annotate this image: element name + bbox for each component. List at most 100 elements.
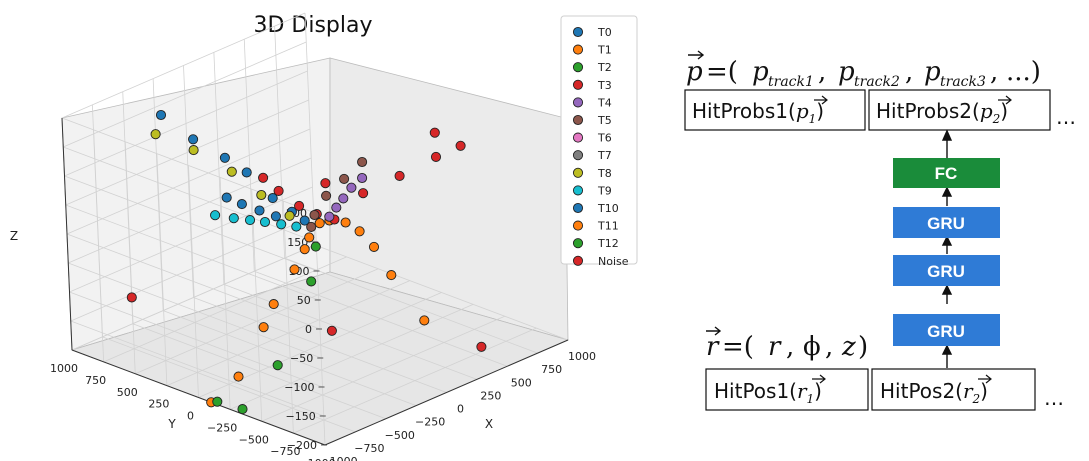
grid-line [183,65,194,298]
point-t1 [354,226,365,237]
svg-text:...): ...) [1006,57,1041,87]
grid-line [122,91,134,324]
point-t1 [419,315,430,326]
svg-text:track1: track1 [768,74,814,90]
point-t0 [267,193,278,204]
vector-arrow-icon [998,95,1012,105]
x-tick-label: −500 [385,429,415,442]
z-axis-line [61,117,73,351]
legend-marker [572,238,584,249]
gru-label: GRU [927,214,965,233]
grid-line [304,12,316,246]
legend-marker [572,150,584,161]
x-tick-label: 0 [457,403,464,416]
x-tick-label: −1000 [320,455,357,461]
point-noise [455,140,466,151]
legend-label: T5 [597,114,612,127]
point-t1 [314,218,325,229]
point-t5 [339,173,350,184]
legend-marker [572,62,584,73]
point-t12 [212,396,223,407]
grid-line [68,262,322,359]
x-axis-label: X [485,417,493,431]
point-t11 [304,232,315,243]
point-t10 [236,199,247,210]
hitpos-row: HitPos1(r1) HitPos2(r2) … [705,368,1064,411]
point-t4 [338,193,349,204]
grid-line [65,204,319,301]
point-t2 [272,360,283,371]
grid-line [243,39,255,272]
point-t5 [306,221,317,232]
svg-text:=(: =( [706,57,738,87]
point-t10 [221,192,232,203]
chart-3d: 3D Display 200150100500−50−100−150−200 1… [10,12,638,461]
legend-marker [572,44,584,55]
point-t3 [258,172,269,183]
legend-label: T0 [597,26,612,39]
gru-box [893,255,1000,286]
gru-block-2: GRU [893,255,1000,286]
legend-label: Noise [598,255,629,268]
legend-label: T1 [597,44,612,57]
chart-title: 3D Display [253,13,372,38]
point-t0 [188,134,199,145]
svg-text:track2: track2 [854,74,900,90]
point-t8 [256,189,267,201]
legend-label: T7 [597,149,612,162]
svg-text:z: z [841,332,856,362]
grid-line [166,280,411,386]
p-equation: p =( p track1 , p track2 , p track3 , ..… [686,50,1041,90]
legend-box [560,15,638,265]
legend-label: T4 [597,96,612,109]
point-t11 [258,322,269,333]
legend-marker [572,26,584,38]
legend-marker [572,220,584,231]
point-t9 [244,215,256,226]
r-symbol: r [706,332,720,362]
point-t11 [299,244,310,255]
svg-text:track3: track3 [940,74,986,90]
point-t5 [321,190,332,201]
svg-text:=(: =( [722,332,754,362]
point-t0 [155,109,167,121]
point-t3 [294,200,305,211]
legend-label: T8 [597,167,612,180]
grid-line [66,233,321,330]
y-tick-label: 750 [85,374,106,387]
svg-text:ϕ: ϕ [803,332,821,362]
point-t5 [357,156,368,168]
x-tick-label: −750 [354,442,384,455]
legend-label: T3 [597,79,612,92]
x-axis-line [324,339,569,446]
point-t9 [259,216,271,228]
svg-text:,: , [825,332,833,362]
point-t10 [270,211,281,222]
fc-block: FC [893,158,1000,188]
gru-label: GRU [927,262,965,281]
y-axis-label: Y [167,417,176,431]
legend-label: T2 [597,61,612,74]
y-tick-label: 250 [148,398,169,411]
hitprobs2-label: HitProbs2(p2) [876,99,1008,126]
ellipsis-top: … [1056,105,1076,129]
point-noise [358,188,369,199]
x-tick-labels: 1000 750 500 250 0 −250−500−750−1000 [320,350,596,461]
svg-text:,: , [818,57,826,87]
y-tick-label: −1000 [298,457,335,461]
p-track1: p [752,57,769,87]
svg-text:r: r [768,332,782,362]
point-t8 [226,166,237,177]
gru-box [893,314,1000,346]
point-noise [320,178,331,189]
point-t8 [284,210,295,221]
p-track3: p [924,57,941,87]
point-noise [126,292,137,303]
r-equation: r =( r , ϕ , z ) [706,326,868,362]
grid-lines [61,12,569,446]
point-t4 [331,202,342,213]
ellipsis-bottom: … [1044,386,1064,410]
point-t11 [233,371,244,382]
y-tick-label: 1000 [50,362,78,375]
vector-arrow-icon [978,374,992,384]
